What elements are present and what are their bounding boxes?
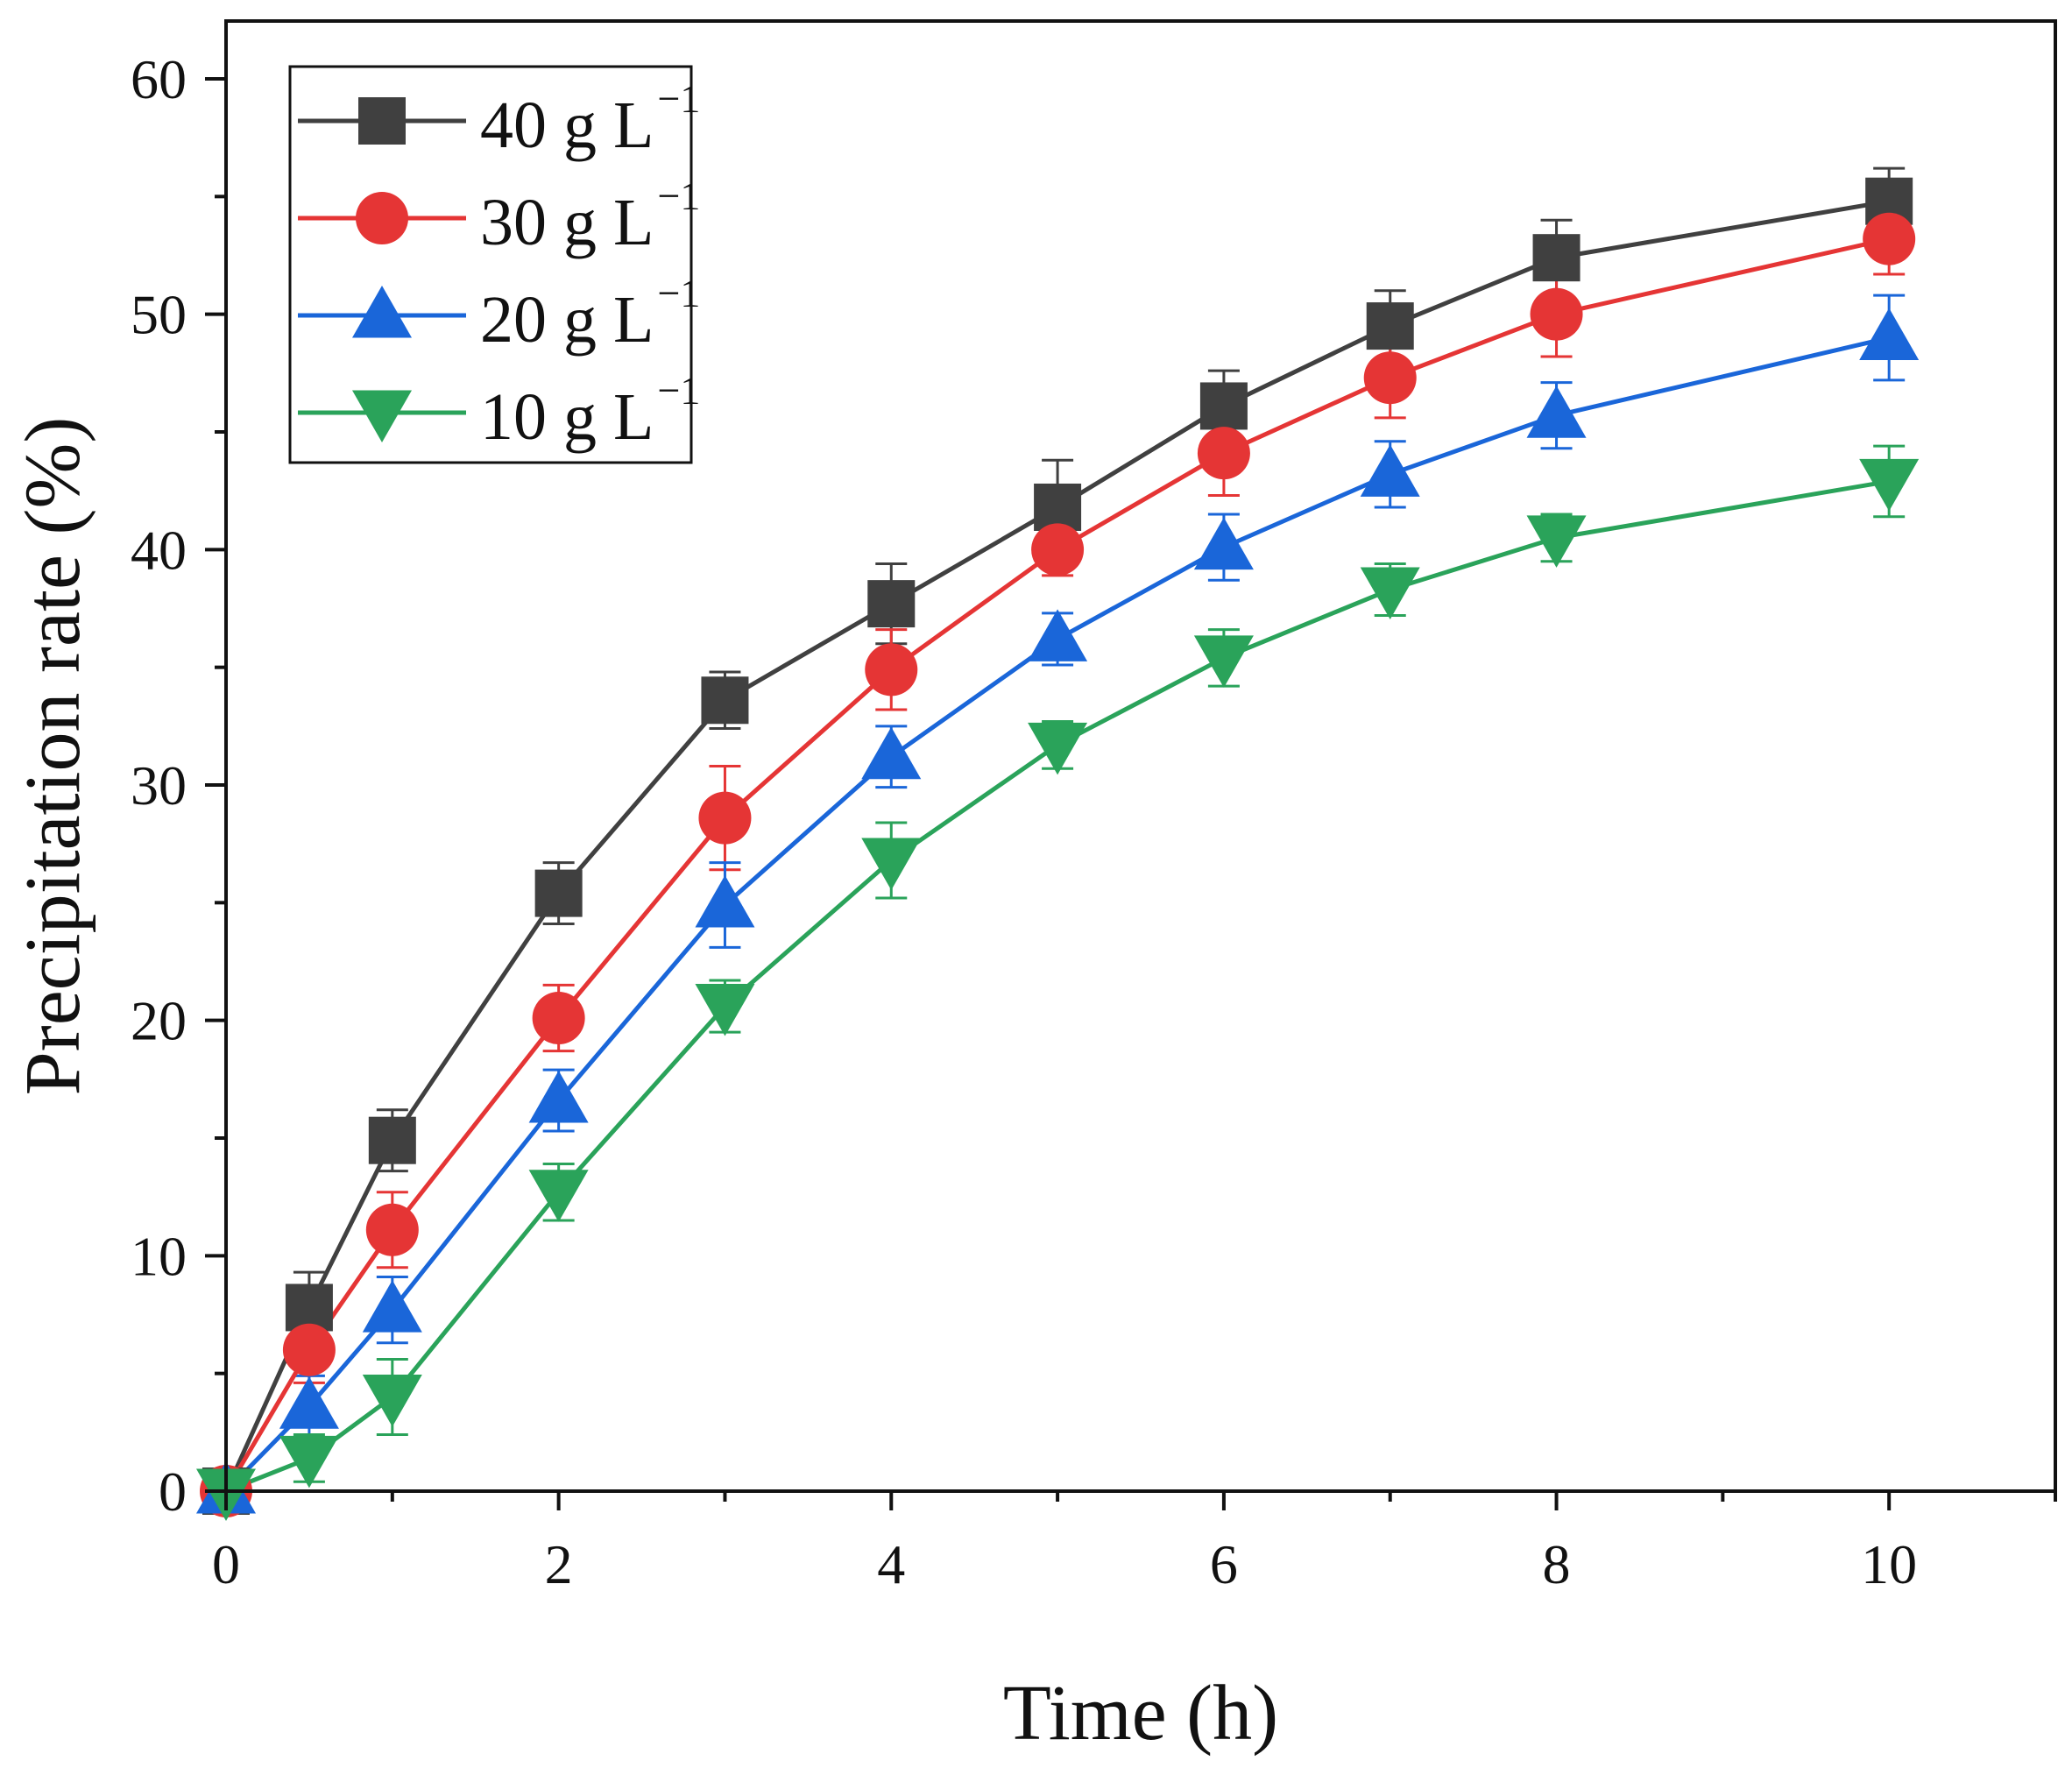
legend-label-superscript: −1	[657, 76, 700, 121]
data-point-10-g-l	[1193, 635, 1254, 688]
data-point-30-g-l	[698, 791, 752, 845]
data-point-30-g-l	[532, 991, 585, 1044]
x-tick-label: 6	[1210, 1533, 1238, 1595]
legend-label-text: 10 g L	[480, 380, 654, 454]
data-point-30-g-l	[1863, 212, 1916, 265]
y-tick-label: 0	[159, 1460, 187, 1523]
data-point-20-g-l	[1859, 308, 1920, 361]
data-point-40-g-l	[1532, 234, 1581, 282]
axes: 0 2 4 6 8 10 0 10 20 30 40 50 60	[131, 48, 2057, 1595]
legend-label-text: 30 g L	[480, 186, 654, 259]
data-point-40-g-l	[368, 1116, 416, 1164]
data-point-40-g-l	[867, 580, 916, 628]
data-point-20-g-l	[861, 726, 922, 780]
data-point-30-g-l	[1363, 351, 1417, 405]
y-tick-label: 50	[131, 284, 187, 346]
data-point-30-g-l	[865, 643, 918, 697]
legend-label-text: 40 g L	[480, 88, 654, 162]
data-point-20-g-l	[1028, 609, 1088, 661]
data-point-40-g-l	[1199, 382, 1248, 430]
data-point-20-g-l	[362, 1280, 422, 1333]
plot-area-frame	[224, 19, 2057, 1493]
legend-label-20-g-l: 20 g L−1	[480, 271, 700, 357]
x-tick-label: 4	[877, 1533, 905, 1595]
y-tick-label: 40	[131, 519, 187, 581]
legend-label-30-g-l: 30 g L−1	[480, 173, 700, 259]
legend-marker-20-g-l	[352, 286, 412, 338]
data-point-20-g-l	[695, 875, 755, 928]
data-point-30-g-l	[1031, 523, 1085, 576]
legend-marker-10-g-l	[352, 390, 412, 442]
legend-label-10-g-l: 10 g L−1	[480, 368, 700, 454]
x-tick-label: 10	[1861, 1533, 1917, 1595]
legend-label-superscript: −1	[657, 271, 700, 315]
series-markers	[196, 177, 1920, 1521]
data-point-40-g-l	[534, 869, 583, 917]
x-tick-label: 8	[1543, 1533, 1571, 1595]
y-tick-label: 60	[131, 48, 187, 110]
data-point-30-g-l	[282, 1323, 336, 1376]
legend: 40 g L−130 g L−120 g L−110 g L−1	[288, 65, 700, 464]
data-point-40-g-l	[1034, 483, 1082, 531]
legend-label-superscript: −1	[657, 368, 700, 413]
x-tick-label: 0	[212, 1533, 240, 1595]
data-point-30-g-l	[1197, 427, 1250, 480]
legend-label-text: 20 g L	[480, 283, 654, 357]
data-point-20-g-l	[1360, 444, 1420, 497]
data-point-10-g-l	[1028, 722, 1088, 775]
y-tick-label: 30	[131, 754, 187, 817]
data-point-10-g-l	[1526, 515, 1587, 568]
x-axis-label: Time (h)	[1003, 1670, 1278, 1757]
legend-label-superscript: −1	[657, 173, 700, 218]
legend-marker-40-g-l	[358, 97, 406, 145]
data-point-10-g-l	[1360, 567, 1420, 620]
x-tick-label: 2	[545, 1533, 573, 1595]
data-point-10-g-l	[279, 1435, 339, 1489]
data-point-20-g-l	[279, 1376, 339, 1429]
data-point-30-g-l	[1530, 287, 1583, 341]
data-point-10-g-l	[861, 838, 922, 890]
data-point-10-g-l	[1859, 458, 1920, 512]
y-axis-label: Precipitation rate (%)	[10, 417, 96, 1096]
data-point-40-g-l	[285, 1284, 333, 1332]
data-point-20-g-l	[528, 1071, 589, 1123]
data-point-20-g-l	[1193, 517, 1254, 570]
data-point-20-g-l	[1526, 385, 1587, 438]
y-tick-label: 20	[131, 990, 187, 1052]
data-point-40-g-l	[701, 676, 749, 725]
data-point-10-g-l	[528, 1170, 589, 1222]
data-point-10-g-l	[362, 1375, 422, 1427]
data-point-40-g-l	[1366, 302, 1414, 350]
legend-label-40-g-l: 40 g L−1	[480, 76, 700, 162]
y-tick-label: 10	[131, 1225, 187, 1287]
data-point-30-g-l	[365, 1203, 419, 1256]
legend-marker-30-g-l	[356, 192, 408, 244]
data-point-10-g-l	[695, 984, 755, 1036]
